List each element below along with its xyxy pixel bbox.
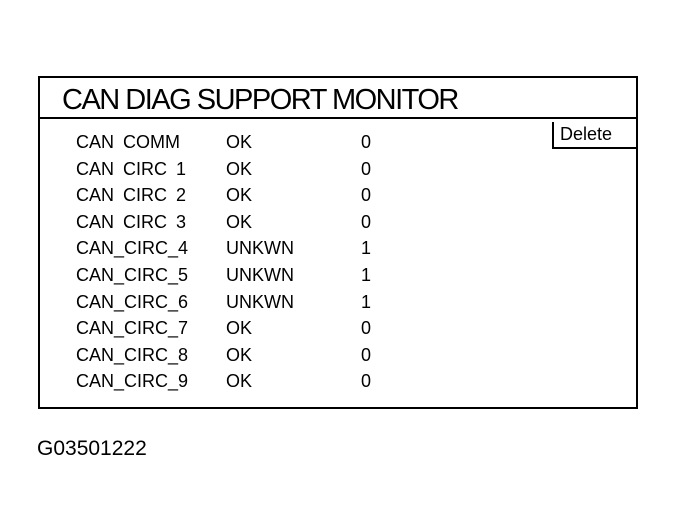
circuit-status: OK [226,318,253,339]
error-count: 0 [361,318,372,339]
circuit-name: CAN_CIRC_5 [76,265,189,285]
circuit-name: CAN CIRC 3 [76,211,187,232]
circuit-name: CAN CIRC 1 [76,158,187,179]
circuit-status: OK [226,344,253,365]
circuit-name: CAN_CIRC_6 [76,291,189,312]
circuit-status: OK [226,132,253,152]
circuit-name: CAN_CIRC_7 [76,318,189,339]
delete-button[interactable]: Delete [552,122,638,149]
page-title: CAN DIAG SUPPORT MONITOR [62,84,459,116]
error-count: 1 [361,291,372,312]
circuit-status: OK [226,158,253,179]
error-count: 0 [361,211,372,232]
circuit-name: CAN COMM [76,132,180,152]
error-count: 0 [361,344,372,365]
error-count: 0 [361,185,372,206]
error-count: 1 [361,238,372,259]
circuit-status: UNKWN [226,291,294,312]
error-count: 0 [361,371,372,392]
circuit-name: CAN_CIRC_9 [76,371,189,392]
error-count: 0 [361,158,372,179]
circuit-name: CAN CIRC 2 [76,185,187,206]
circuit-name: CAN_CIRC_4 [76,238,189,259]
circuit-status: UNKWN [226,265,294,285]
can-diag-monitor-panel: CAN DIAG SUPPORT MONITOR Delete CAN COMM… [38,76,638,409]
circuit-status: OK [226,185,253,206]
circuit-status: OK [226,211,253,232]
circuit-status: OK [226,371,253,392]
error-count: 1 [361,265,372,285]
figure-code: G03501222 [37,437,147,460]
error-count: 0 [361,132,372,152]
title-bar: CAN DIAG SUPPORT MONITOR [40,78,636,119]
circuit-name: CAN_CIRC_8 [76,344,189,365]
circuit-status: UNKWN [226,238,294,259]
